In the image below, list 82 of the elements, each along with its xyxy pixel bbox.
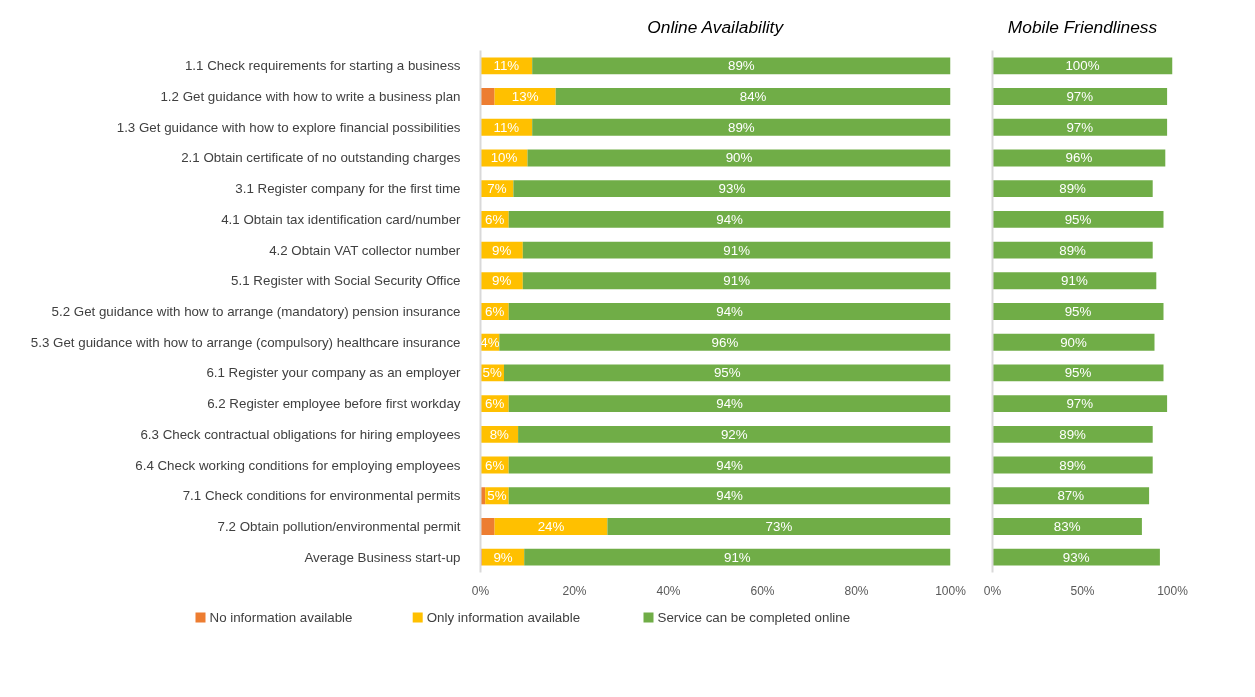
data-label: 95% bbox=[1064, 365, 1092, 381]
data-label: 89% bbox=[728, 119, 755, 135]
data-label: 6% bbox=[484, 457, 505, 473]
y-tick-label: 1.1 Check requirements for starting a business bbox=[184, 58, 461, 74]
chart-title: Online Availability bbox=[647, 16, 785, 37]
data-label: 95% bbox=[1064, 211, 1092, 227]
y-tick-label: 6.3 Check contractual obligations for hiring employees bbox=[140, 426, 461, 442]
data-label: 90% bbox=[725, 150, 753, 166]
data-label: 94% bbox=[716, 304, 744, 319]
data-label: 90% bbox=[1060, 334, 1087, 350]
y-tick-label: 1.3 Get guidance with how to explore financial possibilities bbox=[116, 119, 461, 135]
x-tick-label: 100% bbox=[1157, 583, 1189, 598]
data-label: 95% bbox=[713, 365, 741, 381]
x-tick-label: 0% bbox=[983, 583, 1002, 598]
y-tick-label: 1.2 Get guidance with how to write a business plan bbox=[160, 89, 461, 105]
data-label: 93% bbox=[718, 181, 746, 197]
legend-label: Service can be completed online bbox=[657, 610, 851, 625]
y-tick-label: 6.4 Check working conditions for employing employees bbox=[135, 457, 461, 473]
x-tick-label: 0% bbox=[471, 583, 490, 598]
legend-label: Only information available bbox=[426, 610, 581, 625]
data-label: 91% bbox=[1061, 273, 1088, 289]
y-tick-label: 4.1 Obtain tax identification card/number bbox=[221, 211, 462, 227]
y-tick-label: 6.1 Register your company as an employer bbox=[206, 365, 462, 381]
data-label: 84% bbox=[739, 89, 767, 105]
data-label: 6% bbox=[484, 304, 505, 319]
y-tick-label: 4.2 Obtain VAT collector number bbox=[269, 242, 461, 258]
data-label: 89% bbox=[1059, 426, 1087, 442]
data-label: 8% bbox=[489, 426, 510, 442]
data-label: 95% bbox=[1064, 304, 1092, 319]
data-label: 9% bbox=[493, 549, 513, 565]
data-label: 92% bbox=[720, 426, 748, 442]
y-tick-label: 7.1 Check conditions for environmental permits bbox=[182, 488, 461, 504]
y-tick-label: 5.1 Register with Social Security Office bbox=[231, 273, 461, 289]
data-label: 10% bbox=[490, 150, 518, 166]
data-label: 89% bbox=[728, 58, 755, 74]
y-tick-label: 5.2 Get guidance with how to arrange (mandatory) pension insurance bbox=[51, 304, 461, 319]
legend-label: No information available bbox=[209, 610, 353, 625]
y-tick-label: 7.2 Obtain pollution/environmental permit bbox=[217, 518, 461, 534]
data-label: 94% bbox=[716, 396, 744, 412]
data-label: 9% bbox=[492, 242, 512, 258]
y-tick-label: 5.3 Get guidance with how to arrange (compulsory) healthcare insurance bbox=[30, 334, 461, 350]
data-label: 11% bbox=[493, 58, 520, 74]
data-label: 6% bbox=[484, 211, 505, 227]
x-tick-label: 100% bbox=[935, 583, 967, 598]
data-label: 97% bbox=[1066, 396, 1094, 412]
data-label: 96% bbox=[1065, 150, 1093, 166]
data-label: 6% bbox=[484, 396, 505, 412]
x-tick-label: 60% bbox=[750, 583, 775, 598]
data-label: 24% bbox=[537, 518, 565, 534]
data-label: 94% bbox=[716, 211, 744, 227]
data-label: 7% bbox=[487, 181, 507, 197]
y-tick-label: 3.1 Register company for the first time bbox=[235, 181, 461, 197]
x-tick-label: 50% bbox=[1070, 583, 1095, 598]
data-label: 9% bbox=[492, 273, 512, 289]
chart-title: Mobile Friendliness bbox=[1007, 16, 1158, 37]
data-label: 89% bbox=[1059, 181, 1087, 197]
data-label: 11% bbox=[493, 119, 520, 135]
data-label: 94% bbox=[716, 457, 744, 473]
y-tick-label: Average Business start-up bbox=[304, 549, 461, 565]
data-label: 93% bbox=[1062, 549, 1090, 565]
x-tick-label: 40% bbox=[656, 583, 681, 598]
data-label: 5% bbox=[487, 488, 507, 504]
data-label: 96% bbox=[711, 334, 739, 350]
data-label: 13% bbox=[511, 89, 539, 105]
data-label: 87% bbox=[1057, 488, 1085, 504]
y-tick-label: 2.1 Obtain certificate of no outstanding charges bbox=[181, 150, 461, 166]
y-tick-label: 6.2 Register employee before first workday bbox=[207, 396, 461, 412]
x-tick-label: 80% bbox=[844, 583, 869, 598]
data-label: 91% bbox=[723, 242, 751, 258]
data-label: 4% bbox=[480, 334, 500, 350]
data-label: 89% bbox=[1059, 242, 1087, 258]
data-label: 100% bbox=[1065, 58, 1100, 74]
data-label: 91% bbox=[723, 273, 751, 289]
data-label: 89% bbox=[1059, 457, 1087, 473]
data-label: 94% bbox=[716, 488, 744, 504]
data-label: 73% bbox=[765, 518, 793, 534]
data-label: 83% bbox=[1053, 518, 1081, 534]
data-label: 97% bbox=[1066, 89, 1094, 105]
data-label: 97% bbox=[1066, 119, 1094, 135]
x-tick-label: 20% bbox=[562, 583, 587, 598]
data-label: 5% bbox=[482, 365, 503, 381]
data-label: 91% bbox=[724, 549, 751, 565]
